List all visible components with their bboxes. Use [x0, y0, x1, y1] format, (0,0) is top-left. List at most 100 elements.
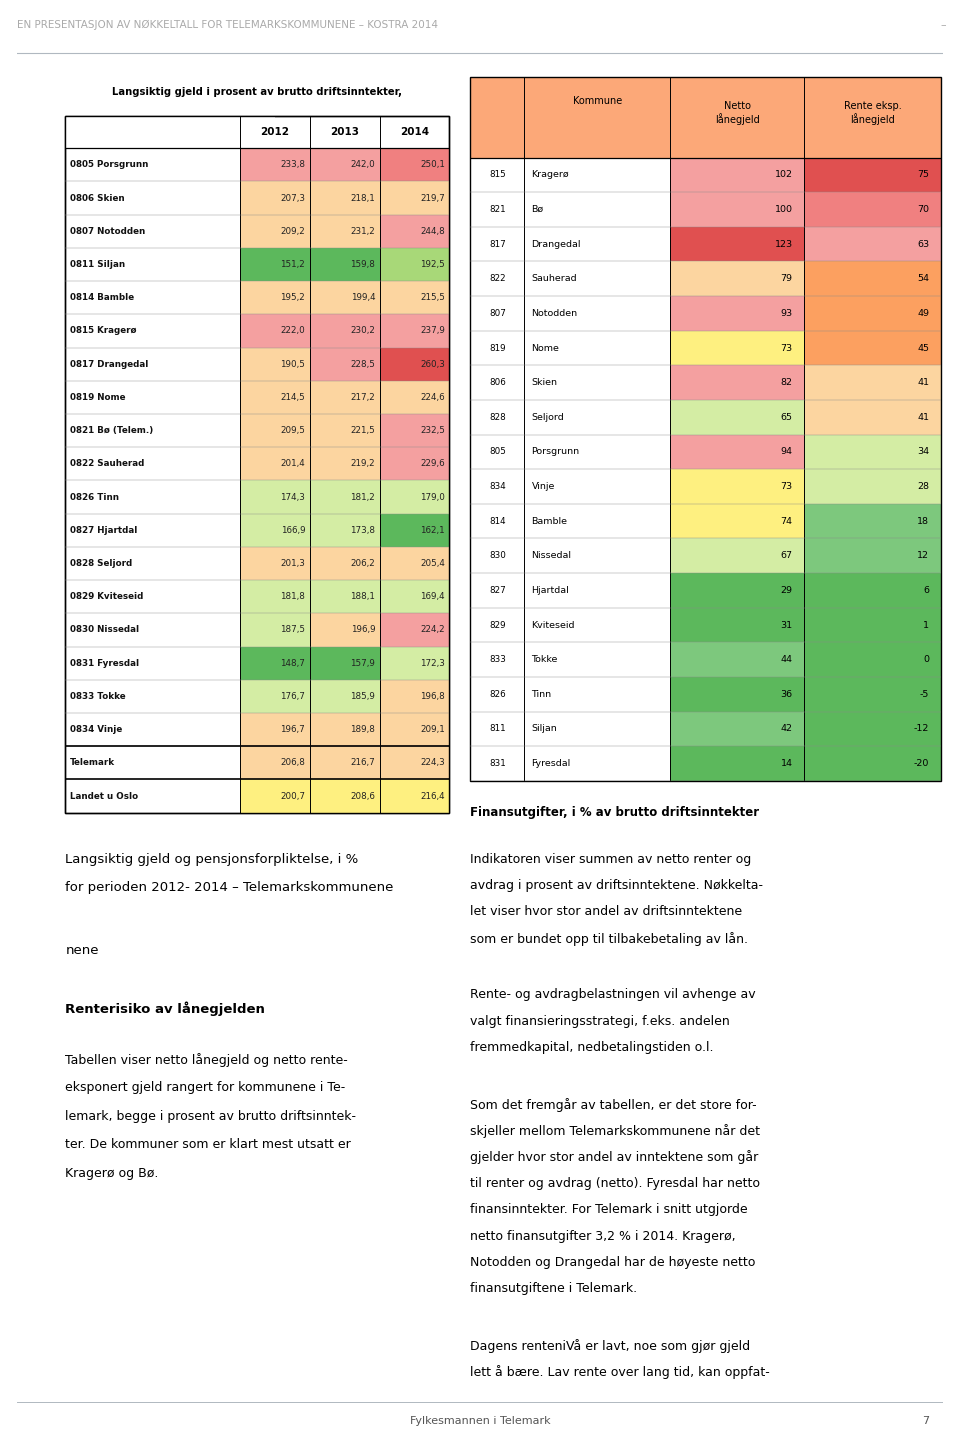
Text: 242,0: 242,0: [350, 161, 375, 169]
Bar: [310, 580, 380, 613]
Text: 0819 Nome: 0819 Nome: [70, 393, 126, 402]
Text: Fylkesmannen i Telemark: Fylkesmannen i Telemark: [410, 1416, 550, 1426]
Text: 0807 Notodden: 0807 Notodden: [70, 227, 145, 236]
Text: Tinn: Tinn: [532, 690, 552, 698]
Text: 830: 830: [489, 551, 506, 560]
Text: 6: 6: [923, 586, 929, 594]
Text: 218,1: 218,1: [350, 194, 375, 202]
Text: 185,9: 185,9: [350, 691, 375, 701]
Text: Vinje: Vinje: [532, 482, 555, 492]
Text: valgt finansieringsstrategi, f.eks. andelen: valgt finansieringsstrategi, f.eks. ande…: [470, 1015, 731, 1028]
Bar: [670, 470, 804, 503]
Text: 201,4: 201,4: [280, 460, 305, 469]
Text: 102: 102: [775, 171, 793, 179]
Bar: [804, 711, 941, 746]
Bar: [240, 281, 310, 314]
Text: 250,1: 250,1: [420, 161, 445, 169]
Text: 0806 Skien: 0806 Skien: [70, 194, 125, 202]
Bar: [804, 331, 941, 366]
Text: Rente- og avdragbelastningen vil avhenge av: Rente- og avdragbelastningen vil avhenge…: [470, 988, 756, 1001]
Text: 206,8: 206,8: [280, 758, 305, 768]
Text: 196,9: 196,9: [350, 626, 375, 635]
Text: gjelder hvor stor andel av inntektene som går: gjelder hvor stor andel av inntektene so…: [470, 1151, 758, 1164]
Text: 188,1: 188,1: [350, 593, 375, 602]
Text: Langsiktig gjeld i prosent av brutto driftsinntekter,: Langsiktig gjeld i prosent av brutto dri…: [112, 87, 402, 97]
Text: 67: 67: [780, 551, 793, 560]
Bar: [310, 680, 380, 713]
Text: 224,3: 224,3: [420, 758, 445, 768]
Bar: [310, 281, 380, 314]
Bar: [380, 746, 449, 779]
Bar: [804, 573, 941, 607]
Bar: [470, 77, 941, 158]
Text: 0833 Tokke: 0833 Tokke: [70, 691, 126, 701]
Text: 190,5: 190,5: [280, 360, 305, 369]
Text: 192,5: 192,5: [420, 260, 445, 269]
Text: 200,7: 200,7: [280, 791, 305, 801]
Text: nene: nene: [65, 944, 99, 957]
Text: 807: 807: [489, 309, 506, 318]
Text: 73: 73: [780, 482, 793, 492]
Text: 817: 817: [489, 240, 506, 249]
Text: 196,8: 196,8: [420, 691, 445, 701]
Bar: [804, 227, 941, 262]
Text: 1: 1: [923, 620, 929, 629]
Text: 74: 74: [780, 516, 793, 526]
Bar: [240, 580, 310, 613]
Bar: [240, 779, 310, 813]
Text: 41: 41: [917, 379, 929, 388]
Text: 41: 41: [917, 412, 929, 422]
Text: som er bundet opp til tilbakebetaling av lån.: som er bundet opp til tilbakebetaling av…: [470, 931, 749, 946]
Bar: [380, 380, 449, 414]
Bar: [240, 513, 310, 547]
Bar: [240, 147, 310, 181]
Text: Notodden: Notodden: [532, 309, 578, 318]
Bar: [804, 296, 941, 331]
Text: 216,7: 216,7: [350, 758, 375, 768]
Text: 0814 Bamble: 0814 Bamble: [70, 294, 134, 302]
Text: 173,8: 173,8: [350, 526, 375, 535]
Bar: [240, 214, 310, 247]
Text: 222,0: 222,0: [280, 327, 305, 335]
Text: 93: 93: [780, 309, 793, 318]
Text: 215,5: 215,5: [420, 294, 445, 302]
Bar: [670, 158, 804, 192]
Bar: [310, 214, 380, 247]
Text: 0831 Fyresdal: 0831 Fyresdal: [70, 658, 139, 668]
Bar: [310, 513, 380, 547]
Bar: [380, 513, 449, 547]
Text: Som det fremgår av tabellen, er det store for-: Som det fremgår av tabellen, er det stor…: [470, 1098, 757, 1112]
Text: –: –: [940, 20, 946, 30]
Text: Drangedal: Drangedal: [532, 240, 581, 249]
Bar: [670, 296, 804, 331]
Bar: [670, 366, 804, 401]
Bar: [380, 314, 449, 347]
Bar: [670, 227, 804, 262]
Text: Bø: Bø: [532, 205, 543, 214]
Text: 36: 36: [780, 690, 793, 698]
Text: 181,8: 181,8: [280, 593, 305, 602]
Bar: [670, 711, 804, 746]
Text: 829: 829: [490, 620, 506, 629]
Bar: [310, 447, 380, 480]
Bar: [804, 503, 941, 538]
Bar: [804, 746, 941, 781]
Bar: [804, 470, 941, 503]
Bar: [310, 147, 380, 181]
Text: 811: 811: [490, 724, 506, 733]
Text: netto finansutgifter 3,2 % i 2014. Kragerø,: netto finansutgifter 3,2 % i 2014. Krage…: [470, 1229, 736, 1242]
Text: 75: 75: [917, 171, 929, 179]
Text: 0815 Kragerø: 0815 Kragerø: [70, 327, 136, 335]
Bar: [804, 401, 941, 435]
Text: 229,6: 229,6: [420, 460, 445, 469]
Text: 221,5: 221,5: [350, 427, 375, 435]
Bar: [804, 607, 941, 642]
Text: 0811 Siljan: 0811 Siljan: [70, 260, 125, 269]
Text: 224,6: 224,6: [420, 393, 445, 402]
Text: 0834 Vinje: 0834 Vinje: [70, 724, 122, 735]
Bar: [380, 214, 449, 247]
Text: 14: 14: [780, 759, 793, 768]
Bar: [380, 680, 449, 713]
Text: 0826 Tinn: 0826 Tinn: [70, 493, 119, 502]
Bar: [310, 414, 380, 447]
